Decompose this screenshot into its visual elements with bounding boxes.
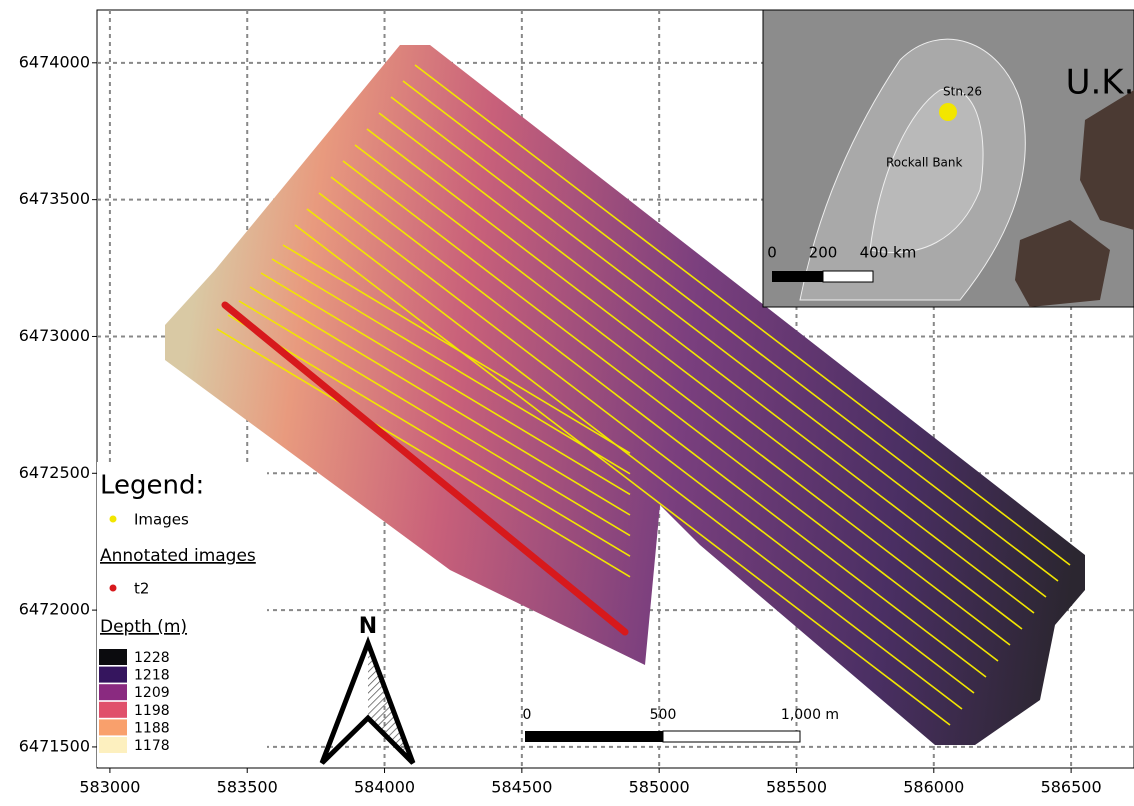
scale-bar [663, 731, 800, 742]
legend-heading: Annotated images [100, 546, 256, 566]
station-marker [939, 103, 957, 121]
depth-label: 1198 [134, 703, 170, 719]
depth-swatch [99, 737, 127, 753]
map: U.K. Stn.26 Rockall Bank 0 200 400 km 0 … [0, 0, 1134, 802]
inset-bank: Rockall Bank [886, 156, 963, 170]
depth-label: 1228 [134, 650, 170, 666]
scale-label: 500 [650, 707, 677, 723]
north-label: N [359, 614, 377, 639]
legend-title: Legend: [100, 471, 204, 501]
x-tick-label: 583500 [217, 778, 278, 797]
x-tick-label: 586500 [1041, 778, 1102, 797]
depth-label: 1178 [134, 738, 170, 754]
inset-country: U.K. [1066, 63, 1134, 103]
y-tick-label: 6472500 [19, 463, 90, 482]
legend-label: t2 [134, 580, 149, 598]
x-tick-label: 584500 [491, 778, 552, 797]
y-tick-label: 6473000 [19, 326, 90, 345]
y-tick-label: 6474000 [19, 52, 90, 71]
y-tick-label: 6472000 [19, 600, 90, 619]
scale-bar [525, 731, 663, 742]
inset-scale-label: 400 km [860, 244, 917, 262]
inset-map: U.K. Stn.26 Rockall Bank 0 200 400 km [763, 10, 1134, 307]
depth-swatch [99, 684, 127, 700]
depth-label: 1218 [134, 668, 170, 684]
x-tick-label: 584000 [354, 778, 415, 797]
y-tick-label: 6471500 [19, 736, 90, 755]
scale-label: 1,000 m [781, 707, 839, 723]
y-tick-label: 6473500 [19, 189, 90, 208]
x-tick-label: 583000 [79, 778, 140, 797]
inset-scale-label: 200 [809, 244, 838, 262]
x-tick-label: 585500 [766, 778, 827, 797]
legend-label: Images [134, 511, 189, 529]
depth-label: 1188 [134, 720, 170, 736]
legend-heading: Depth (m) [100, 617, 187, 637]
depth-swatch [99, 649, 127, 665]
depth-swatch [99, 702, 127, 718]
inset-scale-label: 0 [767, 244, 777, 262]
scale-label: 0 [523, 707, 532, 723]
legend-symbol [110, 585, 117, 592]
legend-symbol [110, 516, 117, 523]
x-tick-label: 586000 [903, 778, 964, 797]
inset-station: Stn.26 [943, 85, 982, 99]
depth-swatch [99, 667, 127, 683]
x-tick-label: 585000 [629, 778, 690, 797]
depth-swatch [99, 719, 127, 735]
depth-label: 1209 [134, 685, 170, 701]
